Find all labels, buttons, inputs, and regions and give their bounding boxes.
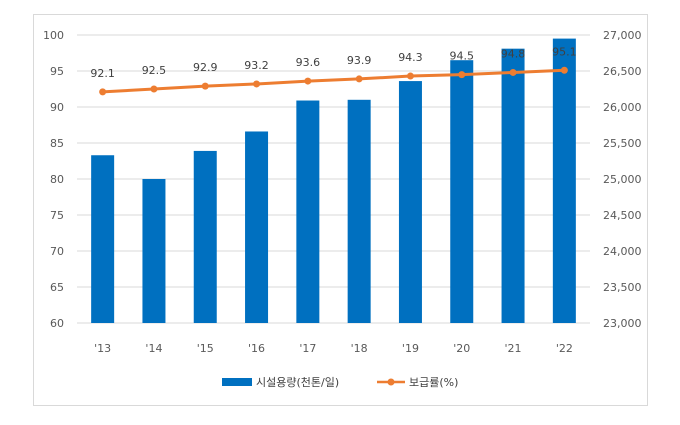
- y-right-tick-label: 27,000: [603, 29, 642, 42]
- rate-marker: [509, 68, 517, 76]
- bar: [91, 155, 115, 323]
- rate-data-label: 95.1: [552, 45, 577, 58]
- rate-line-path: [102, 68, 565, 94]
- x-axis: '13 '14 '15 '16 '17 '18 '19 '20 '21 '22: [94, 342, 573, 355]
- bar: [347, 99, 371, 323]
- legend-bar-label: 시설용량(천톤/일): [256, 375, 339, 389]
- y-right-tick-label: 26,500: [603, 65, 642, 78]
- rate-data-label: 94.3: [398, 51, 423, 64]
- x-tick-label: '22: [556, 342, 573, 355]
- rate-data-label: 93.2: [244, 59, 269, 72]
- rate-data-label: 94.5: [450, 50, 475, 63]
- rate-line: [99, 66, 568, 96]
- x-tick-label: '14: [145, 342, 162, 355]
- rate-marker: [560, 66, 568, 74]
- y-axis-left: 60 65 70 75 80 85 90 95 100: [43, 29, 64, 330]
- data-labels: 92.1 92.5 92.9 93.2 93.6 93.9 94.3 94.5 94.8 95.1: [90, 45, 576, 80]
- y-left-tick-label: 100: [43, 29, 64, 42]
- rate-marker: [406, 72, 414, 80]
- bars: [91, 38, 576, 324]
- y-left-tick-label: 70: [50, 245, 64, 258]
- x-tick-label: '16: [248, 342, 265, 355]
- rate-marker: [458, 71, 466, 79]
- y-left-tick-label: 95: [50, 65, 64, 78]
- rate-data-label: 93.6: [296, 56, 321, 69]
- x-tick-label: '15: [197, 342, 214, 355]
- legend-line-marker: [387, 378, 395, 386]
- y-right-tick-label: 25,500: [603, 137, 642, 150]
- rate-marker: [253, 80, 261, 88]
- rate-data-label: 92.9: [193, 61, 218, 74]
- bar: [501, 48, 525, 324]
- rate-marker: [355, 75, 363, 83]
- rate-marker: [150, 85, 158, 93]
- x-tick-label: '17: [299, 342, 316, 355]
- x-tick-label: '20: [453, 342, 470, 355]
- x-tick-label: '13: [94, 342, 111, 355]
- legend-bar-swatch: [222, 378, 252, 386]
- y-right-tick-label: 26,000: [603, 101, 642, 114]
- y-right-tick-label: 23,000: [603, 317, 642, 330]
- y-left-tick-label: 60: [50, 317, 64, 330]
- rate-data-label: 92.1: [90, 67, 115, 80]
- y-left-tick-label: 75: [50, 209, 64, 222]
- x-tick-label: '21: [505, 342, 522, 355]
- bar: [245, 131, 269, 323]
- rate-data-label: 94.8: [501, 47, 526, 60]
- y-left-tick-label: 90: [50, 101, 64, 114]
- bar: [142, 179, 166, 323]
- y-left-tick-label: 85: [50, 137, 64, 150]
- x-tick-label: '19: [402, 342, 419, 355]
- rate-marker: [304, 77, 312, 85]
- y-right-tick-label: 24,000: [603, 245, 642, 258]
- y-right-tick-label: 24,500: [603, 209, 642, 222]
- y-right-tick-label: 23,500: [603, 281, 642, 294]
- y-axis-right: 23,000 23,500 24,000 24,500 25,000 25,500 26,0…: [603, 29, 642, 330]
- y-left-tick-label: 65: [50, 281, 64, 294]
- x-tick-label: '18: [351, 342, 368, 355]
- rate-marker: [99, 88, 107, 96]
- rate-data-label: 93.9: [347, 54, 372, 67]
- bar: [193, 150, 217, 323]
- bar: [296, 100, 320, 324]
- legend: 시설용량(천톤/일) 보급률(%): [222, 375, 458, 389]
- rate-marker: [201, 82, 209, 90]
- rate-data-label: 92.5: [142, 64, 167, 77]
- bar: [450, 60, 474, 323]
- legend-line-label: 보급률(%): [409, 376, 458, 389]
- bar: [552, 38, 576, 323]
- y-left-tick-label: 80: [50, 173, 64, 186]
- bar: [398, 81, 422, 323]
- y-right-tick-label: 25,000: [603, 173, 642, 186]
